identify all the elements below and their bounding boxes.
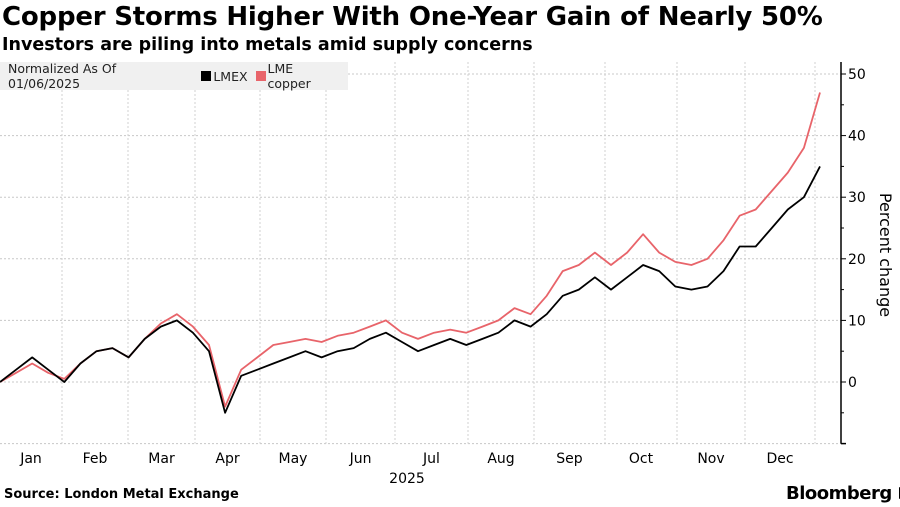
legend-swatch-lme-copper [255, 71, 266, 81]
y-tick-label: 0 [848, 375, 857, 391]
x-tick-label-may: May [279, 451, 308, 467]
y-tick-label: 10 [848, 313, 866, 329]
legend-item-lmex: LMEX [201, 68, 248, 84]
y-tick-label: 50 [848, 67, 866, 83]
series-line-lme-copper [0, 92, 821, 408]
y-axis-title: Percent change [876, 193, 895, 317]
legend-swatch-lmex [201, 71, 212, 81]
y-tick-label: 40 [848, 129, 866, 145]
gridlines [0, 62, 841, 445]
legend-label-lmex: LMEX [213, 68, 248, 84]
y-tick-label: 20 [848, 252, 866, 268]
x-tick-label-oct: Oct [629, 451, 654, 467]
x-tick-label-jan: Jan [19, 451, 42, 467]
x-tick-label-jul: Jul [422, 451, 440, 467]
x-tick-label-feb: Feb [83, 451, 108, 467]
x-tick-label-apr: Apr [215, 451, 239, 467]
legend: Normalized As Of 01/06/2025 LMEX LME cop… [0, 61, 348, 91]
x-tick-label-sep: Sep [556, 451, 583, 467]
x-tick-label-nov: Nov [697, 451, 724, 467]
x-tick-label-mar: Mar [148, 451, 175, 467]
series-line-lmex [0, 165, 821, 414]
legend-label-lme-copper: LME copper [267, 61, 311, 91]
x-tick-label-dec: Dec [766, 451, 793, 467]
bloomberg-logo: Bloomberg [786, 483, 900, 504]
x-tick-label-jun: Jun [349, 451, 372, 467]
chart-subtitle: Investors are piling into metals amid su… [2, 35, 533, 55]
brand-name: Bloomberg [786, 483, 892, 504]
x-axis-labels: Jan Feb Mar Apr May Jun Jul Aug Sep Oct Nov Dec [19, 451, 793, 467]
chart-title: Copper Storms Higher With One-Year Gain … [2, 2, 823, 32]
y-tick-label: 30 [848, 190, 866, 206]
y-axis: 0 10 20 30 40 50 [840, 62, 866, 445]
x-axis-year-label: 2025 [389, 471, 425, 487]
legend-item-lme-copper: LME copper [255, 61, 340, 91]
series-lines [0, 92, 821, 414]
x-tick-label-aug: Aug [487, 451, 514, 467]
legend-note: Normalized As Of 01/06/2025 [8, 61, 117, 91]
source-note: Source: London Metal Exchange [4, 487, 239, 502]
